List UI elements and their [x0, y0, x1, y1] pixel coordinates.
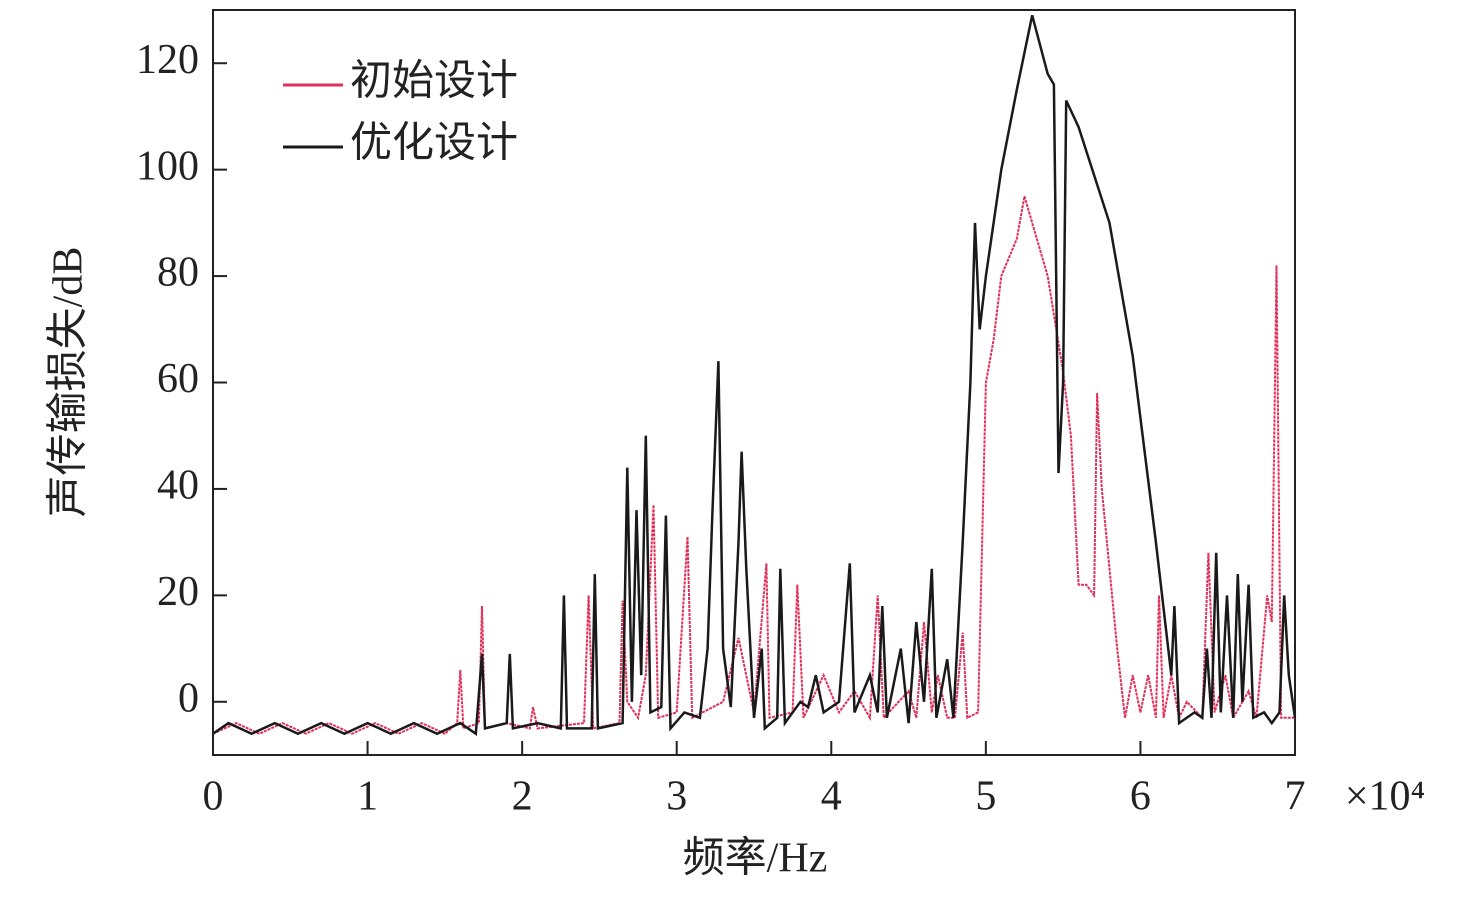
y-tick-label: 0 — [178, 675, 199, 721]
x-tick-label: 0 — [203, 774, 224, 820]
x-tick-label: 5 — [975, 774, 996, 820]
series-line — [212, 196, 1295, 735]
y-tick-label: 80 — [157, 250, 199, 296]
legend-label: 优化设计 — [350, 121, 518, 167]
x-multiplier: ×10⁴ — [1345, 774, 1425, 820]
legend-label: 初始设计 — [350, 59, 518, 105]
y-tick-label: 40 — [157, 463, 199, 509]
x-tick-label: 1 — [357, 774, 378, 820]
x-tick-label: 4 — [821, 774, 842, 820]
x-axis-label: 频率/Hz — [683, 835, 828, 882]
y-tick-label: 60 — [157, 356, 199, 402]
x-tick-label: 2 — [512, 774, 533, 820]
x-tick-label: 3 — [666, 774, 687, 820]
x-tick-label: 6 — [1130, 774, 1151, 820]
y-axis-label: 声传输损失/dB — [46, 247, 92, 518]
series-line — [212, 14, 1297, 736]
x-tick-label: 7 — [1285, 774, 1306, 820]
y-tick-label: 20 — [157, 569, 199, 615]
y-tick-label: 100 — [136, 143, 199, 189]
y-tick-label: 120 — [136, 37, 199, 83]
